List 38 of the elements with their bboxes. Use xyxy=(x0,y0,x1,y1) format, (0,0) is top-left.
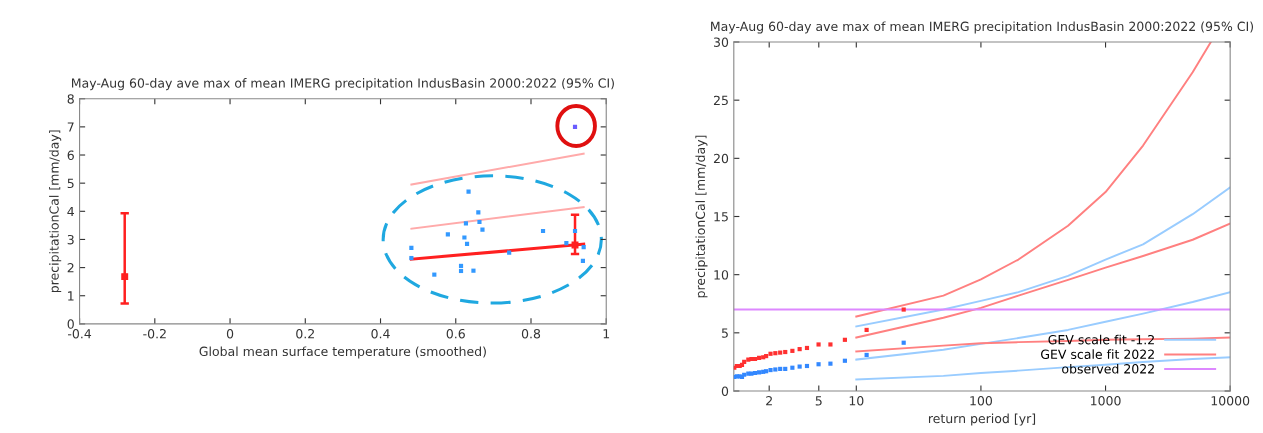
x-tick-label: -0.4 xyxy=(67,328,92,339)
x-axis-title: Global mean surface temperature (smoothed) xyxy=(199,346,486,359)
x-tick-label: 10000 xyxy=(1211,396,1250,406)
x-axis-title: return period [yr] xyxy=(928,413,1036,426)
y-tick-label: 7 xyxy=(67,122,74,132)
x-tick-label: 0 xyxy=(226,328,234,339)
y-axis-title: precipitationCal [mm/day] xyxy=(695,135,708,298)
y-tick-label: 0 xyxy=(721,386,729,396)
x-tick-label: 100 xyxy=(970,396,993,406)
x-tick-label: 1 xyxy=(603,329,610,339)
legend-label: GEV scale fit -1.2 xyxy=(1048,334,1154,345)
y-tick-label: 15 xyxy=(714,212,728,222)
x-tick-label: 1000 xyxy=(1091,396,1121,406)
y-axis-title: precipitationCal [mm/day] xyxy=(49,130,62,293)
y-tick-label: 10 xyxy=(714,270,729,280)
x-tick-label: 0.6 xyxy=(446,328,465,339)
y-tick-label: 8 xyxy=(67,94,74,104)
y-tick-label: 2 xyxy=(67,263,74,273)
y-tick-label: 0 xyxy=(67,319,74,329)
x-tick-label: 0.2 xyxy=(296,328,314,339)
x-tick-label: 2 xyxy=(766,396,772,406)
y-tick-label: 4 xyxy=(67,206,75,217)
y-tick-label: 6 xyxy=(67,150,74,160)
x-tick-label: 0.4 xyxy=(371,328,390,339)
y-tick-label: 3 xyxy=(67,234,74,245)
y-tick-label: 20 xyxy=(713,153,729,164)
y-tick-label: 30 xyxy=(713,37,729,47)
x-tick-label: 10 xyxy=(849,396,864,406)
legend-label: GEV scale fit 2022 xyxy=(1041,349,1154,359)
x-tick-label: 5 xyxy=(815,396,822,406)
x-tick-label: 0.8 xyxy=(521,328,541,339)
y-tick-label: 25 xyxy=(713,95,728,106)
y-tick-label: 5 xyxy=(67,178,74,189)
chart-title: May-Aug 60-day ave max of mean IMERG precipitation IndusBasin 2000:2022 (95% CI) xyxy=(72,78,614,91)
legend-label: observed 2022 xyxy=(1062,363,1154,374)
x-tick-label: -0.2 xyxy=(143,328,166,339)
y-tick-label: 1 xyxy=(68,291,74,301)
chart-title: May-Aug 60-day ave max of mean IMERG precipitation IndusBasin 2000:2022 (95% CI) xyxy=(711,21,1254,34)
